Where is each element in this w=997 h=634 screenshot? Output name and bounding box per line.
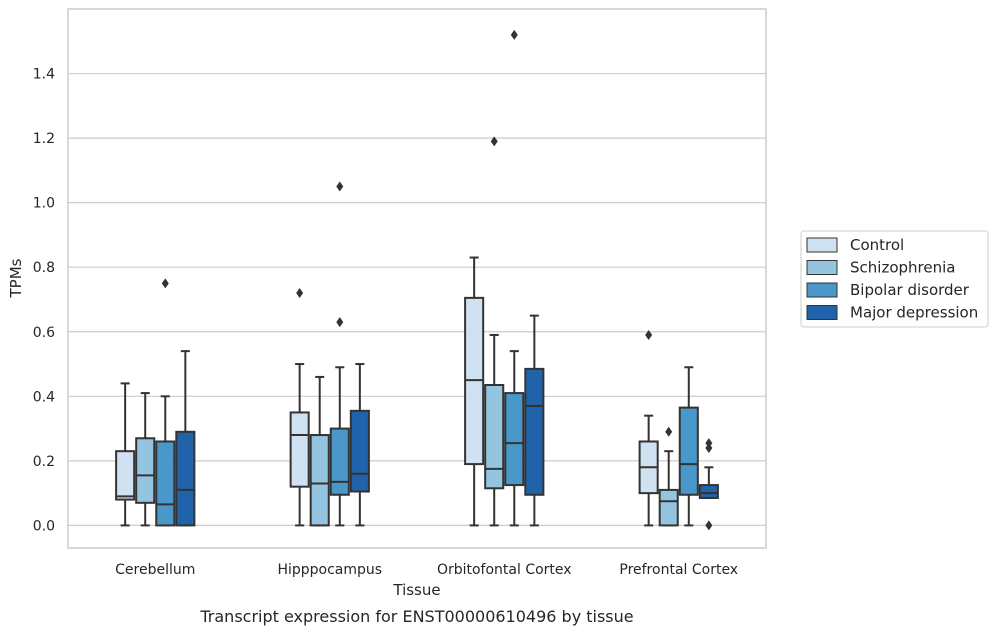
legend-swatch	[806, 237, 838, 253]
outlier-point	[665, 426, 673, 437]
iqr-box	[155, 440, 176, 527]
outlier-point	[645, 329, 653, 340]
box-schizophrenia	[484, 136, 505, 527]
box-control	[115, 382, 136, 527]
box-bipolar-disorder	[504, 29, 525, 527]
iqr-box	[349, 409, 370, 493]
box-bipolar-disorder	[155, 278, 176, 527]
legend-frame	[800, 230, 989, 328]
y-tick-label: 0.6	[33, 325, 55, 341]
box-schizophrenia	[658, 426, 679, 527]
y-tick-labels: 0.0 0.2 0.4 0.6 0.8 1.0 1.2 1.4	[33, 67, 55, 535]
iqr-box	[135, 437, 156, 504]
iqr-box	[658, 488, 679, 527]
legend-label: Schizophrenia	[850, 259, 955, 277]
outlier-point	[490, 136, 498, 147]
iqr-box	[289, 411, 310, 488]
box-major-depression	[524, 314, 545, 527]
outlier-point	[510, 29, 518, 40]
legend-label: Control	[850, 236, 904, 254]
box-control	[289, 288, 310, 527]
box-major-depression	[349, 363, 370, 527]
iqr-box	[309, 434, 330, 527]
box-bipolar-disorder	[329, 181, 350, 527]
legend-label: Major depression	[850, 304, 978, 322]
box-major-depression	[175, 350, 196, 527]
y-axis-title: TPMs	[7, 258, 25, 298]
iqr-box	[678, 406, 699, 496]
x-tick-label: Prefrontal Cortex	[619, 562, 738, 578]
box-control	[464, 256, 485, 527]
outlier-point	[161, 278, 169, 289]
outlier-point	[705, 520, 713, 531]
y-tick-label: 1.4	[33, 67, 55, 83]
y-tick-label: 0.0	[33, 518, 55, 534]
box-control	[638, 329, 659, 527]
x-tick-label: Cerebellum	[115, 562, 195, 578]
iqr-box	[175, 430, 196, 527]
iqr-box	[504, 392, 525, 487]
y-tick-label: 0.8	[33, 260, 55, 276]
iqr-box	[329, 427, 350, 496]
x-tick-label: Hipppocampus	[277, 562, 382, 578]
legend-swatch	[806, 305, 838, 320]
outlier-point	[296, 288, 304, 299]
iqr-box	[484, 384, 505, 490]
box-bipolar-disorder	[678, 366, 699, 527]
x-tick-label: Orbitofontal Cortex	[437, 562, 572, 578]
y-tick-label: 1.0	[33, 196, 55, 212]
x-axis-title: Tissue	[392, 581, 440, 599]
iqr-box	[115, 450, 136, 501]
box-series-layer	[115, 29, 719, 531]
y-tick-label: 1.2	[33, 131, 55, 147]
plot-frame	[67, 8, 767, 549]
figure-caption: Transcript expression for ENST0000061049…	[199, 607, 633, 626]
legend-swatch	[806, 282, 838, 298]
box-schizophrenia	[309, 375, 330, 527]
x-tick-labels: Cerebellum Hipppocampus Orbitofontal Corte…	[115, 562, 738, 578]
box-schizophrenia	[135, 392, 156, 527]
legend-label: Bipolar disorder	[850, 281, 970, 299]
iqr-box	[524, 367, 545, 496]
legend-swatch	[806, 260, 838, 275]
outlier-point	[705, 438, 713, 449]
y-tick-label: 0.2	[33, 454, 55, 470]
y-tick-label: 0.4	[33, 389, 55, 405]
iqr-box	[698, 484, 719, 499]
outlier-point	[336, 317, 344, 328]
box-major-depression	[698, 438, 719, 531]
legend: Control Schizophrenia Bipolar disorder Majo…	[800, 230, 989, 328]
outlier-point	[336, 181, 344, 192]
